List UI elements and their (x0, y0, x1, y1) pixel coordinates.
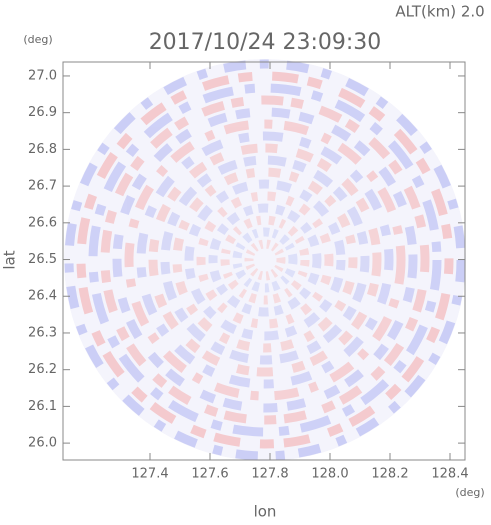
y-tick-label: 26.9 (28, 105, 57, 120)
x-tick-label: 128.4 (431, 467, 468, 482)
altitude-label: ALT(km) 2.0 (395, 3, 484, 21)
y-tick-label: 26.7 (28, 179, 57, 194)
x-axis-label: lon (254, 503, 277, 521)
y-axis-label: lat (1, 250, 19, 269)
x-tick-label: 127.8 (251, 467, 288, 482)
y-tick-label: 26.2 (28, 362, 57, 377)
plot-frame (62, 61, 466, 461)
radar-field (64, 59, 466, 461)
chart-title: 2017/10/24 23:09:30 (149, 30, 382, 55)
x-unit: (deg) (455, 486, 484, 499)
y-tick-label: 26.0 (28, 436, 57, 451)
y-tick-label: 26.4 (28, 289, 57, 304)
y-tick-label: 27.0 (28, 68, 57, 83)
y-tick-label: 26.3 (28, 325, 57, 340)
y-unit: (deg) (23, 33, 52, 46)
y-tick-label: 26.8 (28, 142, 57, 157)
x-tick-label: 127.6 (191, 467, 228, 482)
x-tick-label: 127.4 (131, 467, 168, 482)
y-tick-label: 26.5 (28, 252, 57, 267)
x-tick-label: 128.2 (371, 467, 408, 482)
x-tick-label: 128.0 (311, 467, 348, 482)
y-tick-label: 26.6 (28, 215, 57, 230)
y-tick-label: 26.1 (28, 399, 57, 414)
